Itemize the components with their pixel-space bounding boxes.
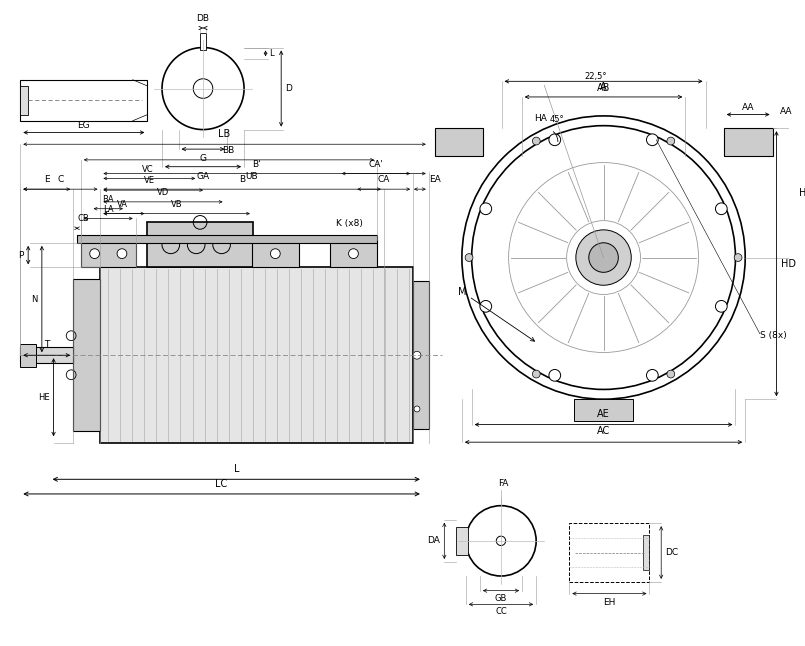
Text: G: G bbox=[200, 154, 207, 163]
Text: EH: EH bbox=[603, 598, 616, 607]
Text: EA: EA bbox=[429, 175, 440, 184]
Text: T: T bbox=[44, 340, 49, 349]
Bar bbox=[642, 535, 650, 570]
Text: CB: CB bbox=[77, 214, 89, 224]
Text: GA: GA bbox=[196, 172, 209, 181]
Bar bbox=[81, 240, 135, 267]
Circle shape bbox=[549, 134, 560, 145]
Circle shape bbox=[89, 249, 100, 258]
Text: L: L bbox=[270, 49, 274, 58]
Text: A: A bbox=[601, 82, 607, 92]
Bar bbox=[20, 86, 28, 114]
Circle shape bbox=[465, 254, 473, 262]
Text: AE: AE bbox=[597, 409, 610, 419]
Bar bbox=[101, 267, 413, 443]
Circle shape bbox=[532, 137, 540, 145]
Circle shape bbox=[270, 249, 280, 258]
Circle shape bbox=[117, 249, 127, 258]
Text: CA: CA bbox=[378, 175, 390, 184]
Text: 45°: 45° bbox=[550, 115, 564, 124]
Text: VA: VA bbox=[117, 200, 127, 209]
Bar bbox=[413, 281, 429, 430]
Text: AA: AA bbox=[780, 107, 793, 116]
Text: N: N bbox=[31, 295, 38, 304]
Text: VD: VD bbox=[157, 188, 169, 197]
Text: S (8x): S (8x) bbox=[760, 331, 786, 340]
Bar bbox=[20, 348, 73, 363]
Bar bbox=[724, 128, 773, 156]
Circle shape bbox=[349, 249, 358, 258]
Bar bbox=[435, 128, 483, 156]
Text: H: H bbox=[799, 188, 805, 198]
Text: CA': CA' bbox=[369, 160, 383, 169]
Text: B': B' bbox=[253, 160, 261, 169]
Circle shape bbox=[646, 370, 658, 381]
Circle shape bbox=[716, 203, 727, 214]
Circle shape bbox=[667, 137, 675, 145]
Bar bbox=[147, 222, 253, 267]
Text: VC: VC bbox=[142, 165, 153, 174]
Text: AA: AA bbox=[742, 103, 754, 112]
Bar bbox=[574, 399, 633, 421]
Bar bbox=[73, 279, 101, 432]
Circle shape bbox=[480, 203, 492, 214]
Text: LC: LC bbox=[216, 479, 228, 489]
Text: C: C bbox=[57, 175, 64, 184]
Text: E: E bbox=[44, 175, 50, 184]
Text: BA: BA bbox=[102, 195, 114, 204]
Text: DC: DC bbox=[665, 548, 679, 557]
Text: B: B bbox=[239, 175, 246, 184]
Text: 22,5°: 22,5° bbox=[584, 72, 607, 81]
Text: GB: GB bbox=[495, 594, 507, 603]
Bar bbox=[20, 79, 147, 121]
Text: AC: AC bbox=[597, 426, 610, 436]
Text: CC: CC bbox=[495, 607, 507, 616]
Text: FA: FA bbox=[497, 479, 508, 488]
Text: UB: UB bbox=[246, 172, 258, 182]
Text: VE: VE bbox=[144, 176, 155, 185]
Circle shape bbox=[532, 370, 540, 378]
Text: DB: DB bbox=[196, 14, 209, 23]
Bar bbox=[200, 33, 206, 50]
Bar bbox=[330, 240, 377, 267]
Text: EG: EG bbox=[77, 121, 90, 130]
Text: M: M bbox=[458, 287, 535, 341]
Text: LB: LB bbox=[218, 129, 231, 140]
Circle shape bbox=[646, 134, 658, 145]
Bar bbox=[569, 523, 650, 582]
Circle shape bbox=[414, 406, 420, 412]
Circle shape bbox=[734, 254, 742, 262]
Bar bbox=[252, 240, 299, 267]
Bar bbox=[20, 344, 36, 367]
Text: L: L bbox=[233, 464, 239, 474]
Text: K (x8): K (x8) bbox=[336, 219, 363, 228]
Bar bbox=[456, 527, 468, 554]
Text: LA: LA bbox=[103, 205, 114, 214]
Circle shape bbox=[549, 370, 560, 381]
Text: VB: VB bbox=[171, 200, 183, 209]
Text: BB: BB bbox=[222, 146, 234, 155]
Text: AB: AB bbox=[597, 83, 610, 93]
Text: HE: HE bbox=[38, 393, 50, 402]
Text: HD: HD bbox=[782, 258, 796, 269]
Circle shape bbox=[667, 370, 675, 378]
Circle shape bbox=[588, 243, 618, 273]
Circle shape bbox=[480, 300, 492, 312]
Text: HA: HA bbox=[534, 114, 547, 123]
Circle shape bbox=[413, 351, 421, 359]
Text: DA: DA bbox=[427, 536, 440, 545]
Bar bbox=[77, 235, 377, 243]
Text: D: D bbox=[285, 84, 292, 93]
Circle shape bbox=[716, 300, 727, 312]
Circle shape bbox=[576, 230, 631, 286]
Text: P: P bbox=[18, 251, 23, 260]
